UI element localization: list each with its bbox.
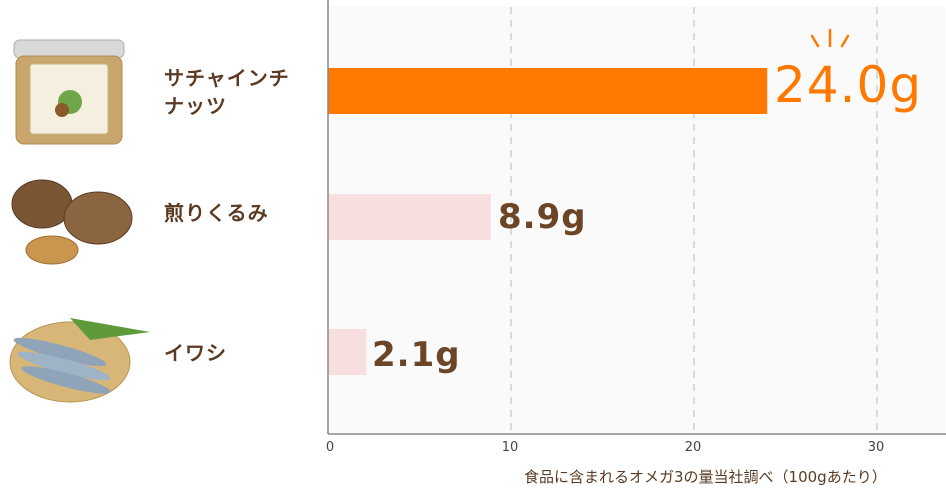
source-footnote: 食品に含まれるオメガ3の量当社調べ（100gあたり） [524,468,887,486]
sparkle-icon [810,28,850,48]
bar-walnut [328,194,491,240]
category-label-walnut: 煎りくるみ [164,201,269,225]
x-tick-30: 30 [867,440,885,455]
x-tick-10: 10 [501,440,519,455]
category-label-sachainchi: サチャインチ ナッツ [164,66,290,118]
value-label-sachainchi: 24.0g [774,56,923,114]
sardine-icon [9,318,150,403]
x-tick-0: 0 [325,440,335,455]
value-label-walnut: 8.9g [498,197,587,237]
x-tick-20: 20 [684,440,702,455]
value-label-sardine: 2.1g [372,335,461,375]
category-label-sardine: イワシ [164,341,227,365]
bar-sachainchi [328,68,768,114]
bar-sardine [328,329,367,375]
walnut-icon [11,179,133,265]
jar-icon [13,39,125,145]
